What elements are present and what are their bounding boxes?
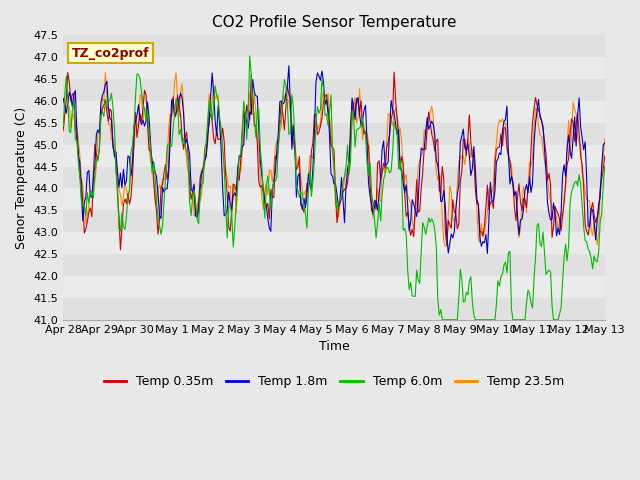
Bar	[63, 123, 605, 145]
Bar	[63, 232, 605, 254]
Bar	[63, 79, 605, 101]
Y-axis label: Senor Temperature (C): Senor Temperature (C)	[15, 107, 28, 249]
Bar	[63, 210, 605, 232]
Bar	[63, 189, 605, 210]
Bar	[63, 276, 605, 298]
X-axis label: Time: Time	[319, 340, 349, 353]
Bar	[63, 145, 605, 167]
Legend: Temp 0.35m, Temp 1.8m, Temp 6.0m, Temp 23.5m: Temp 0.35m, Temp 1.8m, Temp 6.0m, Temp 2…	[99, 370, 570, 393]
Title: CO2 Profile Sensor Temperature: CO2 Profile Sensor Temperature	[212, 15, 456, 30]
Bar	[63, 101, 605, 123]
Bar	[63, 167, 605, 189]
Bar	[63, 298, 605, 320]
Text: TZ_co2prof: TZ_co2prof	[72, 47, 149, 60]
Bar	[63, 254, 605, 276]
Bar	[63, 36, 605, 57]
Bar	[63, 57, 605, 79]
